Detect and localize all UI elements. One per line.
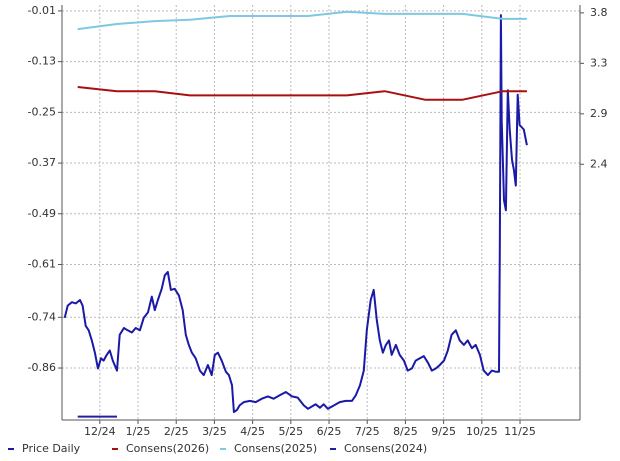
y2-tick-label: 2.9	[590, 107, 608, 120]
x-tick-label: 5/25	[278, 425, 303, 438]
x-tick-label: 4/25	[240, 425, 265, 438]
y-tick-label: -0.61	[28, 257, 56, 270]
x-tick-label: 2/25	[164, 425, 189, 438]
x-tick-label: 6/25	[317, 425, 342, 438]
legend-label: Consens(2025)	[234, 442, 317, 455]
x-tick-label: 3/25	[202, 425, 227, 438]
x-tick-label: 8/25	[393, 425, 418, 438]
y2-tick-label: 3.3	[590, 56, 608, 69]
x-tick-label: 11/25	[504, 425, 536, 438]
series-line	[77, 10, 527, 31]
x-tick-label: 7/25	[355, 425, 380, 438]
y-tick-label: -0.13	[28, 55, 56, 68]
y-tick-label: -0.74	[28, 310, 56, 323]
y-tick-label: -0.01	[28, 4, 56, 17]
series-line	[63, 14, 528, 414]
x-tick-label: 12/24	[84, 425, 116, 438]
series-line	[77, 86, 527, 101]
y2-tick-label: 2.4	[590, 157, 608, 170]
y-tick-label: -0.25	[28, 105, 56, 118]
y2-tick-label: 3.8	[590, 6, 608, 19]
x-tick-label: 9/25	[431, 425, 456, 438]
legend-label: Consens(2026)	[126, 442, 209, 455]
x-tick-label: 10/25	[466, 425, 498, 438]
y-tick-label: -0.49	[28, 207, 56, 220]
y-tick-label: -0.86	[28, 361, 56, 374]
y-tick-label: -0.37	[28, 156, 56, 169]
x-tick-label: 1/25	[126, 425, 151, 438]
legend-label: Price Daily	[22, 442, 81, 455]
legend-label: Consens(2024)	[344, 442, 427, 455]
